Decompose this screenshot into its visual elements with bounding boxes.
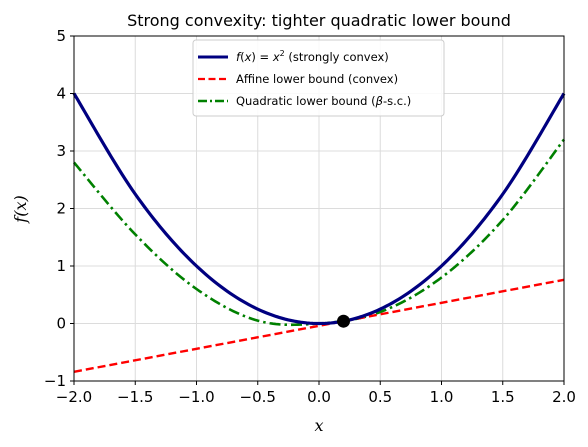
y-tick-label-3: 2	[56, 200, 66, 218]
series-line-f	[72, 92, 566, 326]
y-axis-label: f(x)	[11, 195, 30, 223]
series-line-affine	[73, 278, 565, 373]
x-tick-label-0: −2.0	[56, 388, 92, 406]
y-tick-label-1: 0	[56, 315, 66, 333]
x-tick-label-7: 1.5	[491, 388, 515, 406]
legend-box	[192, 39, 445, 117]
x-tick-label-6: 1.0	[430, 388, 454, 406]
x-tick-label-5: 0.5	[368, 388, 392, 406]
x-tick-label-1: −1.5	[117, 388, 153, 406]
x-axis-label: x	[314, 416, 323, 435]
x-tick-label-4: 0.0	[307, 388, 331, 406]
legend-label-f: f(x) = x2 (strongly convex)	[236, 49, 389, 64]
chart-title: Strong convexity: tighter quadratic lowe…	[127, 11, 511, 30]
y-tick-label-2: 1	[56, 257, 66, 275]
plot-area	[72, 92, 566, 373]
legend-label-affine: Affine lower bound (convex)	[236, 72, 398, 86]
y-tick-label-0: −1	[44, 372, 66, 390]
y-tick-label-4: 3	[56, 142, 66, 160]
ticks: −2.0 −1.5 −1.0 −0.5 0.0 0.5 1.0 1.5 2.0 −1 0 1 2 3 4 5	[44, 27, 576, 406]
legend: f(x) = x2 (strongly convex) Affine lower…	[192, 39, 445, 117]
legend-label-quadratic: Quadratic lower bound (β-s.c.)	[236, 94, 411, 108]
x-tick-label-2: −1.0	[178, 388, 214, 406]
y-tick-label-5: 4	[56, 85, 66, 103]
y-tick-label-6: 5	[56, 27, 66, 45]
x-tick-label-8: 2.0	[552, 388, 576, 406]
tangent-point-0	[337, 314, 350, 328]
x-tick-label-3: −0.5	[240, 388, 276, 406]
